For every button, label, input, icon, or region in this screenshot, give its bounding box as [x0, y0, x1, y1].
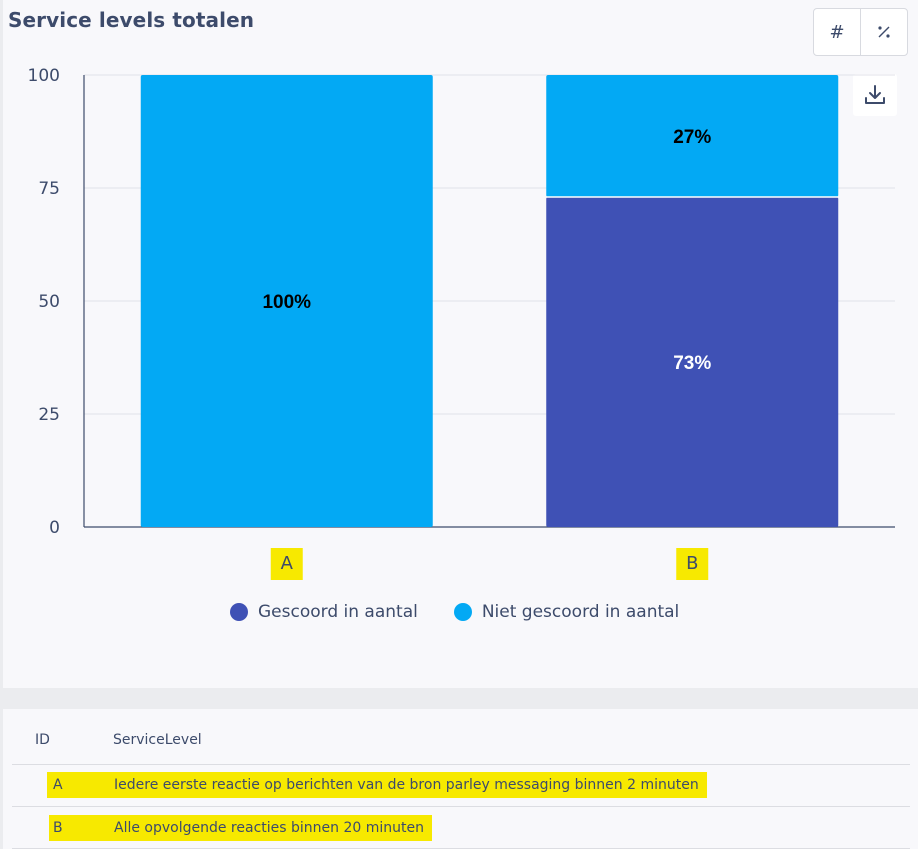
legend-swatch-gescoord — [230, 603, 248, 621]
bar-a-series-1 — [140, 75, 433, 527]
download-button[interactable] — [853, 74, 897, 116]
legend-label-niet-gescoord: Niet gescoord in aantal — [481, 602, 680, 622]
stacked-bar-chart: 02550751000%100%A73%27%B — [28, 66, 895, 580]
table-header-servicelevel: ServiceLevel — [113, 732, 202, 748]
percent-mode-button[interactable] — [860, 9, 907, 55]
data-label-a-series-1: 100% — [262, 292, 311, 313]
count-mode-button[interactable]: # — [829, 21, 845, 43]
x-tick-label: B — [686, 553, 698, 574]
bar-b-series-1 — [546, 75, 839, 198]
table-divider — [12, 764, 910, 765]
x-tick-highlight — [676, 548, 709, 580]
legend-item-niet-gescoord[interactable]: Niet gescoord in aantal — [453, 602, 680, 622]
x-tick-label: A — [281, 553, 294, 574]
table-row-b-servicelevel: Alle opvolgende reacties binnen 20 minut… — [110, 815, 432, 841]
y-tick-label: 75 — [38, 179, 60, 199]
table-row-b-id: B — [49, 815, 113, 841]
table-row-a-servicelevel: Iedere eerste reactie op berichten van d… — [110, 772, 707, 798]
data-label-b-series-1: 27% — [673, 127, 711, 148]
download-icon — [865, 85, 885, 104]
chart-legend: Gescoord in aantal Niet gescoord in aant… — [230, 602, 679, 622]
table-divider — [12, 806, 910, 807]
legend-label-gescoord: Gescoord in aantal — [258, 602, 418, 622]
value-mode-toggle: # — [813, 8, 908, 56]
y-tick-label: 25 — [38, 405, 60, 425]
percent-icon — [878, 26, 890, 38]
x-tick-highlight — [270, 548, 303, 580]
y-tick-label: 0 — [49, 518, 60, 538]
y-tick-label: 50 — [38, 292, 60, 312]
legend-item-gescoord[interactable]: Gescoord in aantal — [230, 602, 418, 622]
legend-swatch-niet-gescoord — [453, 603, 472, 621]
y-tick-label: 100 — [28, 66, 60, 86]
table-header-id: ID — [35, 732, 50, 748]
chart-title: Service levels totalen — [8, 8, 255, 32]
bar-b-series-0 — [546, 197, 839, 528]
table-row-a-id: A — [47, 772, 113, 798]
data-label-b-series-0: 73% — [673, 353, 711, 374]
